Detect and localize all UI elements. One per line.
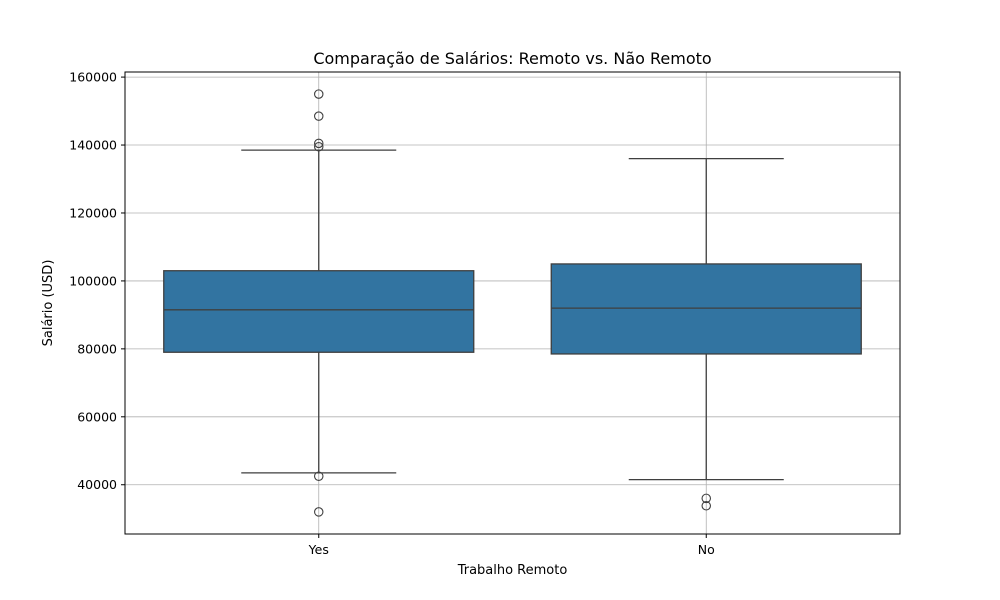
y-tick-label: 40000 <box>77 477 117 492</box>
outlier-point <box>701 493 711 504</box>
outlier-point <box>701 501 711 511</box>
y-tick-label: 80000 <box>77 341 117 356</box>
iqr-box <box>550 263 862 355</box>
outlier-point <box>313 141 324 152</box>
y-tick-label: 60000 <box>77 409 117 424</box>
y-axis-label: Salário (USD) <box>41 260 56 347</box>
y-tick-label: 100000 <box>69 273 117 288</box>
y-tick-label: 160000 <box>69 70 117 85</box>
iqr-box <box>163 270 475 353</box>
outlier-point <box>313 507 324 517</box>
plot-frame <box>124 71 901 535</box>
chart-title: Comparação de Salários: Remoto vs. Não R… <box>313 49 711 68</box>
y-tick-label: 120000 <box>69 205 117 220</box>
y-tick-label: 140000 <box>69 138 117 153</box>
outlier-point <box>313 138 324 149</box>
x-axis-ticks: Yes No <box>308 534 715 557</box>
outlier-point <box>313 471 324 481</box>
outlier-point <box>313 111 324 121</box>
x-axis-label: Trabalho Remoto <box>457 563 568 578</box>
x-tick-label: No <box>698 542 715 557</box>
x-tick-label: Yes <box>308 542 329 557</box>
box-group <box>163 89 862 517</box>
y-axis-ticks: 40000 60000 80000 100000 120000 140000 160000 <box>69 70 125 492</box>
outlier-point <box>313 89 324 99</box>
